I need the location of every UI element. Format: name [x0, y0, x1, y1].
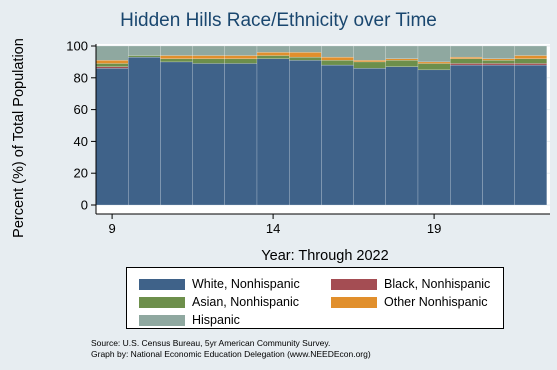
bar-segment	[160, 61, 193, 206]
bar-segment	[289, 56, 322, 61]
bar-segment	[417, 69, 451, 206]
x-tick-label: 14	[266, 221, 280, 236]
bar-segment	[160, 55, 193, 59]
bar-segment	[514, 58, 547, 64]
legend-label-white: White, Nonhispanic	[192, 277, 300, 291]
bar-segment	[95, 45, 129, 61]
bar-segment	[450, 58, 483, 64]
x-tick-label: 19	[427, 221, 441, 236]
bar-segment	[192, 55, 225, 59]
bar-segment	[353, 60, 386, 63]
bar-segment	[224, 45, 258, 56]
bar-segment	[128, 45, 161, 56]
source-line: Source: U.S. Census Bureau, 5yr American…	[91, 338, 331, 348]
bar-segment	[482, 63, 515, 66]
bar-segment	[353, 68, 386, 206]
y-tick-label: 100	[66, 39, 88, 54]
bar-segment	[128, 56, 161, 206]
bar-segment	[256, 58, 290, 206]
bar-segment	[192, 45, 225, 56]
legend: White, Nonhispanic Black, Nonhispanic As…	[126, 267, 504, 329]
legend-item-other: Other Nonhispanic	[331, 295, 488, 309]
bar-segment	[482, 64, 515, 206]
bar-segment	[482, 60, 515, 64]
legend-swatch-asian	[139, 296, 185, 308]
legend-item-black: Black, Nonhispanic	[331, 277, 490, 291]
bar-segment	[160, 45, 193, 56]
bar-segment	[417, 45, 451, 63]
bar-segment	[321, 60, 354, 66]
bar-segment	[417, 63, 451, 71]
bar-segment	[289, 45, 322, 53]
legend-swatch-white	[139, 278, 185, 290]
bar-segment	[224, 58, 258, 64]
bar-segment	[192, 58, 225, 64]
bar-segment	[385, 58, 419, 61]
bar-segment	[321, 45, 354, 58]
bar-segment	[224, 55, 258, 59]
bar-segment	[514, 63, 547, 66]
bar-segment	[385, 45, 419, 59]
bar-segment	[321, 64, 354, 206]
bar-segment	[95, 63, 129, 67]
y-tick-label: 60	[74, 102, 88, 117]
bar-segment	[482, 58, 515, 61]
bar-segment	[450, 63, 483, 66]
bar-segment	[514, 45, 547, 56]
x-axis-title: Year: Through 2022	[261, 248, 389, 264]
bar-segment	[192, 63, 225, 206]
bar-segment	[256, 52, 290, 56]
bar-segment	[256, 55, 290, 59]
x-tick-label: 9	[108, 221, 115, 236]
bar-segment	[95, 68, 129, 206]
bar-segment	[514, 64, 547, 206]
chart-title: Hidden Hills Race/Ethnicity over Time	[120, 10, 437, 31]
legend-item-white: White, Nonhispanic	[139, 277, 300, 291]
bar-segment	[289, 60, 322, 206]
y-tick-label: 0	[81, 198, 88, 213]
legend-swatch-black	[331, 278, 377, 290]
legend-label-other: Other Nonhispanic	[384, 295, 488, 309]
source-note: Source: U.S. Census Bureau, 5yr American…	[91, 338, 371, 359]
bar-segment	[385, 60, 419, 67]
legend-item-asian: Asian, Nonhispanic	[139, 295, 299, 309]
legend-label-black: Black, Nonhispanic	[384, 277, 491, 291]
bar-segment	[160, 58, 193, 63]
bar-segment	[128, 55, 161, 58]
legend-swatch-hispanic	[139, 314, 185, 326]
bar-segment	[417, 61, 451, 64]
legend-label-hispanic: Hispanic	[192, 313, 240, 327]
y-tick-label: 20	[74, 166, 88, 181]
bar-segment	[256, 45, 290, 53]
credit-line: Graph by: National Economic Education De…	[91, 348, 371, 359]
bar-segment	[321, 56, 354, 61]
bar-segment	[289, 52, 322, 58]
bar-segment	[95, 66, 129, 69]
bar-segment	[482, 45, 515, 59]
bar-segment	[514, 55, 547, 59]
bar-segment	[353, 45, 386, 61]
bar-segment	[450, 45, 483, 58]
y-tick-label: 80	[74, 70, 88, 85]
bar-segment	[385, 66, 419, 206]
legend-swatch-other	[331, 296, 377, 308]
bar-segment	[95, 60, 129, 64]
bar-segment	[224, 63, 258, 206]
y-tick-label: 40	[74, 134, 88, 149]
bar-segment	[353, 61, 386, 69]
legend-item-hispanic: Hispanic	[139, 313, 240, 327]
legend-label-asian: Asian, Nonhispanic	[192, 295, 300, 309]
bar-segment	[450, 56, 483, 59]
bar-segment	[450, 64, 483, 206]
